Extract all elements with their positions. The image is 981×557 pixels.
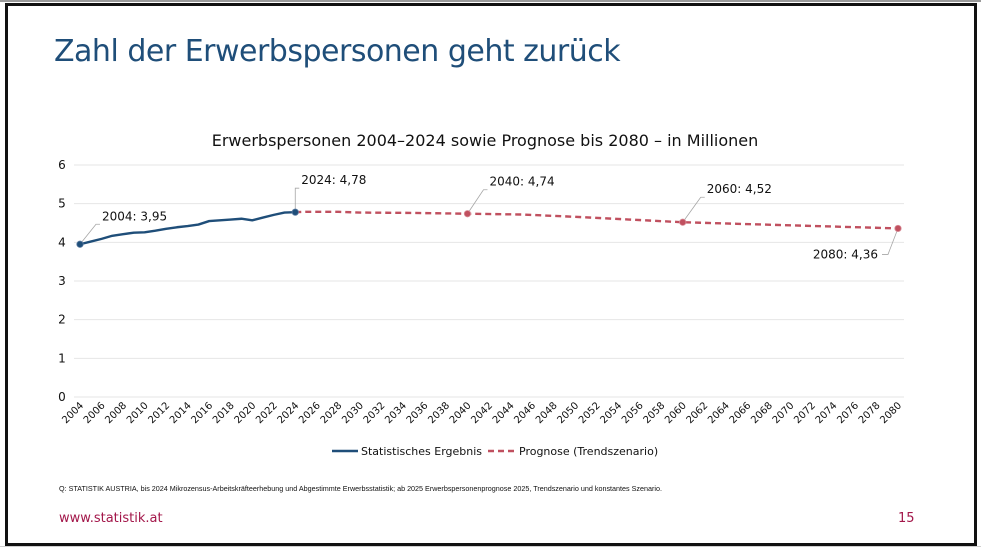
website-link[interactable]: www.statistik.at xyxy=(59,511,163,526)
x-tick-label: 2014 xyxy=(168,400,194,426)
slide-title: Zahl der Erwerbspersonen geht zurück xyxy=(54,34,621,69)
leader-line xyxy=(79,223,100,245)
x-tick-label: 2036 xyxy=(405,400,431,426)
y-tick-label: 4 xyxy=(58,235,66,249)
y-tick-label: 0 xyxy=(58,390,66,404)
x-tick-label: 2058 xyxy=(642,400,668,426)
top-border xyxy=(0,0,981,2)
x-tick-label: 2034 xyxy=(383,400,409,426)
series-lines xyxy=(79,210,899,246)
data-annotations: 2004: 3,95 2024: 4,78 2040: 4,74 2060: 4,52… xyxy=(76,173,902,261)
x-tick-label: 2012 xyxy=(146,400,172,426)
x-tick-label: 2070 xyxy=(771,400,797,426)
x-tick-label: 2004 xyxy=(60,400,86,426)
page-number: 15 xyxy=(898,511,915,526)
x-tick-label: 2060 xyxy=(663,400,689,426)
y-tick-label: 1 xyxy=(58,351,66,365)
source-note: Q: STATISTIK AUSTRIA, bis 2024 Mikrozens… xyxy=(59,484,662,493)
x-tick-label: 2074 xyxy=(814,400,840,426)
y-tick-label: 6 xyxy=(58,158,66,172)
historical-series-line xyxy=(79,210,296,246)
x-tick-label: 2080 xyxy=(878,400,904,426)
x-tick-label: 2008 xyxy=(103,400,129,426)
legend-label-historical: Statistisches Ergebnis xyxy=(361,445,482,458)
x-tick-label: 2024 xyxy=(276,400,302,426)
leader-line xyxy=(467,189,488,214)
bottom-border xyxy=(0,546,981,547)
data-label: 2080: 4,36 xyxy=(813,247,878,261)
x-tick-label: 2026 xyxy=(297,400,323,426)
legend: Statistisches Ergebnis Prognose (Trendsze… xyxy=(332,445,658,458)
x-tick-label: 2044 xyxy=(491,400,517,426)
x-tick-label: 2050 xyxy=(555,400,581,426)
chart-title: Erwerbspersonen 2004–2024 sowie Prognose… xyxy=(211,131,759,150)
x-tick-label: 2028 xyxy=(319,400,345,426)
x-tick-label: 2042 xyxy=(469,400,495,426)
x-tick-label: 2054 xyxy=(599,400,625,426)
x-tick-label: 2072 xyxy=(792,400,818,426)
leader-line xyxy=(882,228,899,255)
y-tick-label: 3 xyxy=(58,274,66,288)
x-tick-label: 2062 xyxy=(685,400,711,426)
y-tick-label: 5 xyxy=(58,197,66,211)
x-tick-label: 2018 xyxy=(211,400,237,426)
y-axis-ticks: 0 1 2 3 4 5 6 xyxy=(58,158,66,404)
slide-frame xyxy=(5,3,977,546)
x-tick-label: 2064 xyxy=(706,400,732,426)
data-point-marker xyxy=(463,210,472,218)
data-label: 2004: 3,95 xyxy=(102,209,167,223)
x-tick-label: 2038 xyxy=(426,400,452,426)
data-point-marker xyxy=(76,240,84,248)
data-label: 2060: 4,52 xyxy=(707,182,772,196)
x-tick-label: 2048 xyxy=(534,400,560,426)
x-tick-label: 2046 xyxy=(512,400,538,426)
x-tick-label: 2032 xyxy=(362,400,388,426)
data-point-marker xyxy=(894,224,902,233)
data-point-marker xyxy=(679,218,687,226)
x-tick-label: 2020 xyxy=(233,400,259,426)
leader-line xyxy=(294,187,300,213)
x-tick-label: 2030 xyxy=(340,400,366,426)
data-label: 2040: 4,74 xyxy=(489,175,554,189)
x-tick-label: 2066 xyxy=(728,400,754,426)
x-tick-label: 2068 xyxy=(749,400,775,426)
x-tick-label: 2006 xyxy=(82,400,108,426)
data-point-marker xyxy=(291,208,299,216)
forecast-series-line xyxy=(295,210,899,230)
x-tick-label: 2022 xyxy=(254,400,280,426)
x-tick-label: 2078 xyxy=(857,400,883,426)
data-label: 2024: 4,78 xyxy=(301,173,366,187)
x-tick-label: 2016 xyxy=(190,400,216,426)
legend-label-forecast: Prognose (Trendszenario) xyxy=(519,445,658,458)
x-tick-label: 2040 xyxy=(448,400,474,426)
x-tick-label: 2056 xyxy=(620,400,646,426)
x-axis-ticks: 2004200620082010201220142016201820202022… xyxy=(60,400,904,426)
gridlines xyxy=(74,164,904,398)
x-tick-label: 2052 xyxy=(577,400,603,426)
y-tick-label: 2 xyxy=(58,313,66,327)
x-tick-label: 2010 xyxy=(125,400,151,426)
x-tick-label: 2076 xyxy=(835,400,861,426)
leader-line xyxy=(682,196,705,223)
